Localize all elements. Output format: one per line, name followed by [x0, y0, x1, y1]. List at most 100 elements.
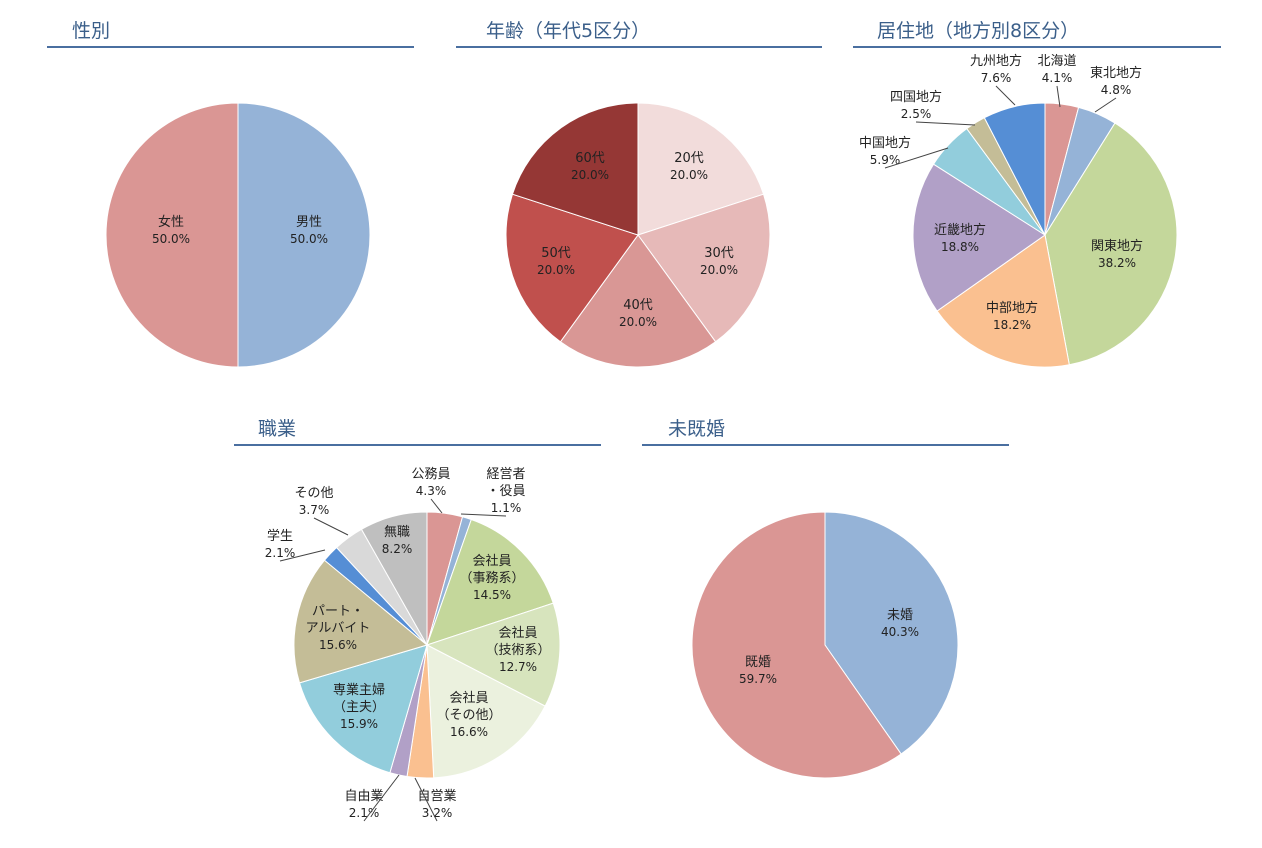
leader-line — [995, 85, 1016, 106]
title-underline-occupation — [234, 444, 601, 446]
slice-label-name: 中国地方 — [859, 135, 911, 151]
pie-slice — [637, 193, 771, 343]
slice-label-name: 会社員 — [472, 553, 511, 569]
slice-label: 九州地方 7.6% — [970, 53, 1022, 85]
chart-title-occupation: 職業 — [258, 418, 297, 440]
leader-line — [915, 121, 976, 126]
leader-line — [414, 777, 438, 822]
pie-slice — [912, 163, 1046, 312]
leader-line — [430, 498, 443, 514]
pie-slice — [559, 234, 717, 368]
slice-label: 自営業 3.2% — [417, 788, 456, 820]
slice-label-name: 中部地方 — [986, 300, 1038, 316]
slice-label-value: 38.2% — [1098, 256, 1136, 270]
slice-label: 東北地方 4.8% — [1090, 65, 1142, 97]
slice-label-name: パート・ — [312, 604, 364, 619]
pie-slice — [425, 602, 561, 707]
pie-slice — [824, 511, 959, 755]
slice-label-name: 自由業 — [344, 788, 383, 804]
slice-label: 会社員 （その他） 16.6% — [436, 690, 501, 739]
leader-line — [1056, 85, 1061, 108]
slice-label-name: （事務系） — [459, 571, 524, 586]
slice-label: 60代 20.0% — [571, 151, 609, 182]
slice-label: 未婚 40.3% — [881, 608, 919, 639]
slice-label-value: 2.1% — [265, 546, 296, 560]
slice-label-name: 近畿地方 — [934, 222, 986, 238]
slice-label: 関東地方 38.2% — [1091, 238, 1143, 270]
slice-label: 学生 2.1% — [265, 528, 296, 560]
pie-slice — [1044, 122, 1178, 366]
slice-label: 50代 20.0% — [537, 246, 575, 277]
slice-label-value: 5.9% — [870, 153, 901, 167]
slice-label: 20代 20.0% — [670, 151, 708, 182]
title-underline-age — [456, 46, 822, 48]
slice-label-name: 学生 — [267, 528, 293, 544]
title-underline-marital — [642, 444, 1009, 446]
pie-slice — [105, 102, 239, 368]
slice-label-name: 男性 — [296, 215, 322, 230]
pie-slice — [237, 102, 371, 368]
slice-label-name: 会社員 — [449, 690, 488, 706]
pie-slice — [511, 102, 639, 236]
slice-label-name: 経営者 — [486, 467, 525, 482]
slice-label: 会社員 （事務系） 14.5% — [459, 553, 524, 602]
pie-slice — [936, 234, 1070, 368]
slice-label-value: 20.0% — [571, 168, 609, 182]
pie-slice — [691, 511, 902, 779]
pie-slice — [983, 102, 1046, 236]
slice-label-name: 無職 — [384, 525, 410, 540]
slice-label-name: 40代 — [623, 298, 653, 313]
slice-label-value: 15.6% — [319, 638, 357, 652]
pie-slice — [426, 644, 546, 779]
pie-slice — [298, 644, 428, 774]
slice-label-value: 14.5% — [473, 588, 511, 602]
slice-label: 中部地方 18.2% — [986, 300, 1038, 332]
slice-label: 女性 50.0% — [152, 214, 190, 246]
slice-label-name: 60代 — [575, 151, 605, 166]
pie-slice — [637, 102, 765, 236]
leader-line — [884, 147, 949, 169]
chart-title-region: 居住地（地方別8区分） — [877, 20, 1080, 42]
slice-label-name: 九州地方 — [970, 53, 1022, 69]
leader-line — [363, 774, 400, 822]
slice-label: 男性 50.0% — [290, 215, 328, 246]
slice-label-value: 50.0% — [290, 232, 328, 246]
slice-label-name: 関東地方 — [1091, 238, 1143, 254]
slice-label-name: 東北地方 — [1090, 65, 1142, 81]
slice-label: 無職 8.2% — [382, 525, 413, 556]
slice-label-value: 50.0% — [152, 232, 190, 246]
slice-label-value: 59.7% — [739, 672, 777, 686]
slice-label-value: 2.5% — [901, 107, 932, 121]
slice-label: 自由業 2.1% — [344, 788, 383, 820]
slice-label-name: （その他） — [436, 708, 501, 723]
slice-label-name: アルバイト — [306, 621, 371, 636]
slice-label-name: 公務員 — [411, 467, 450, 482]
slice-label-name: 女性 — [158, 214, 184, 230]
slice-label-value: 20.0% — [619, 315, 657, 329]
slice-label-name: 自営業 — [417, 788, 456, 804]
slice-label-value: 3.7% — [299, 503, 330, 517]
leader-line — [279, 549, 326, 562]
pie-slice — [293, 559, 429, 684]
slice-label-value: 20.0% — [537, 263, 575, 277]
slice-label-name: 50代 — [541, 246, 571, 261]
slice-label-value: 3.2% — [422, 806, 453, 820]
slice-label-name: 既婚 — [745, 655, 771, 670]
leader-line — [460, 513, 507, 517]
slice-label-value: 40.3% — [881, 625, 919, 639]
slice-label-value: 2.1% — [349, 806, 380, 820]
slice-label-name: 未婚 — [887, 608, 913, 623]
slice-label: 中国地方 5.9% — [859, 135, 911, 167]
slice-label: その他 3.7% — [294, 486, 333, 517]
slice-label-name: ・役員 — [486, 484, 525, 499]
slice-label-name: （主夫） — [333, 700, 385, 715]
title-underline-gender — [47, 46, 414, 48]
slice-label: 四国地方 2.5% — [890, 89, 942, 121]
chart-title-gender: 性別 — [72, 20, 111, 42]
pie-slice — [360, 511, 428, 647]
slice-label: 公務員 4.3% — [411, 467, 450, 498]
slice-label-value: 4.3% — [416, 484, 447, 498]
